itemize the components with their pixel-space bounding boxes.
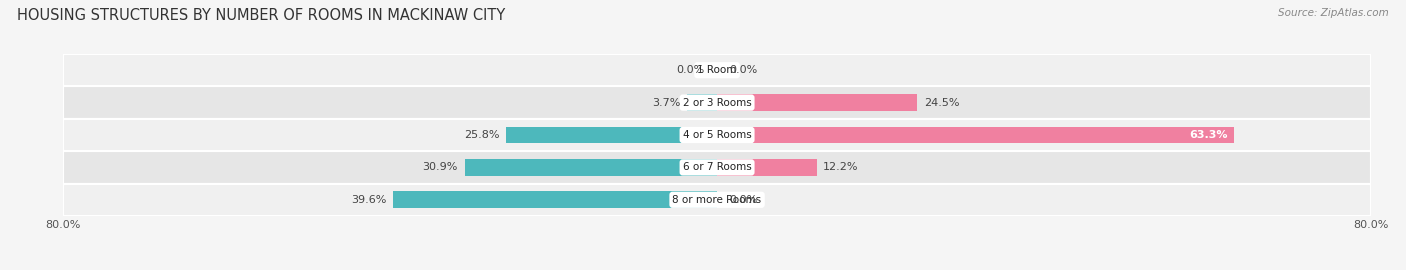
Text: 3.7%: 3.7%	[652, 97, 681, 108]
Text: HOUSING STRUCTURES BY NUMBER OF ROOMS IN MACKINAW CITY: HOUSING STRUCTURES BY NUMBER OF ROOMS IN…	[17, 8, 505, 23]
Text: 0.0%: 0.0%	[730, 195, 758, 205]
Text: 39.6%: 39.6%	[352, 195, 387, 205]
Text: 6 or 7 Rooms: 6 or 7 Rooms	[683, 162, 751, 173]
Bar	[63, 54, 1371, 86]
Text: 63.3%: 63.3%	[1189, 130, 1227, 140]
Text: 8 or more Rooms: 8 or more Rooms	[672, 195, 762, 205]
Bar	[63, 184, 1371, 216]
Bar	[63, 151, 1371, 184]
Text: 2 or 3 Rooms: 2 or 3 Rooms	[683, 97, 751, 108]
Text: 1 Room: 1 Room	[697, 65, 737, 75]
Bar	[717, 159, 817, 176]
Bar	[717, 94, 917, 111]
Text: 24.5%: 24.5%	[924, 97, 959, 108]
Bar	[464, 159, 717, 176]
Bar	[63, 86, 1371, 119]
Text: 0.0%: 0.0%	[730, 65, 758, 75]
Text: 25.8%: 25.8%	[464, 130, 499, 140]
Bar	[63, 119, 1371, 151]
Text: 0.0%: 0.0%	[676, 65, 704, 75]
Text: Source: ZipAtlas.com: Source: ZipAtlas.com	[1278, 8, 1389, 18]
Text: 4 or 5 Rooms: 4 or 5 Rooms	[683, 130, 751, 140]
Bar	[394, 191, 717, 208]
Text: 30.9%: 30.9%	[423, 162, 458, 173]
Bar	[506, 127, 717, 143]
Text: 12.2%: 12.2%	[824, 162, 859, 173]
Bar	[686, 94, 717, 111]
Bar	[717, 127, 1234, 143]
